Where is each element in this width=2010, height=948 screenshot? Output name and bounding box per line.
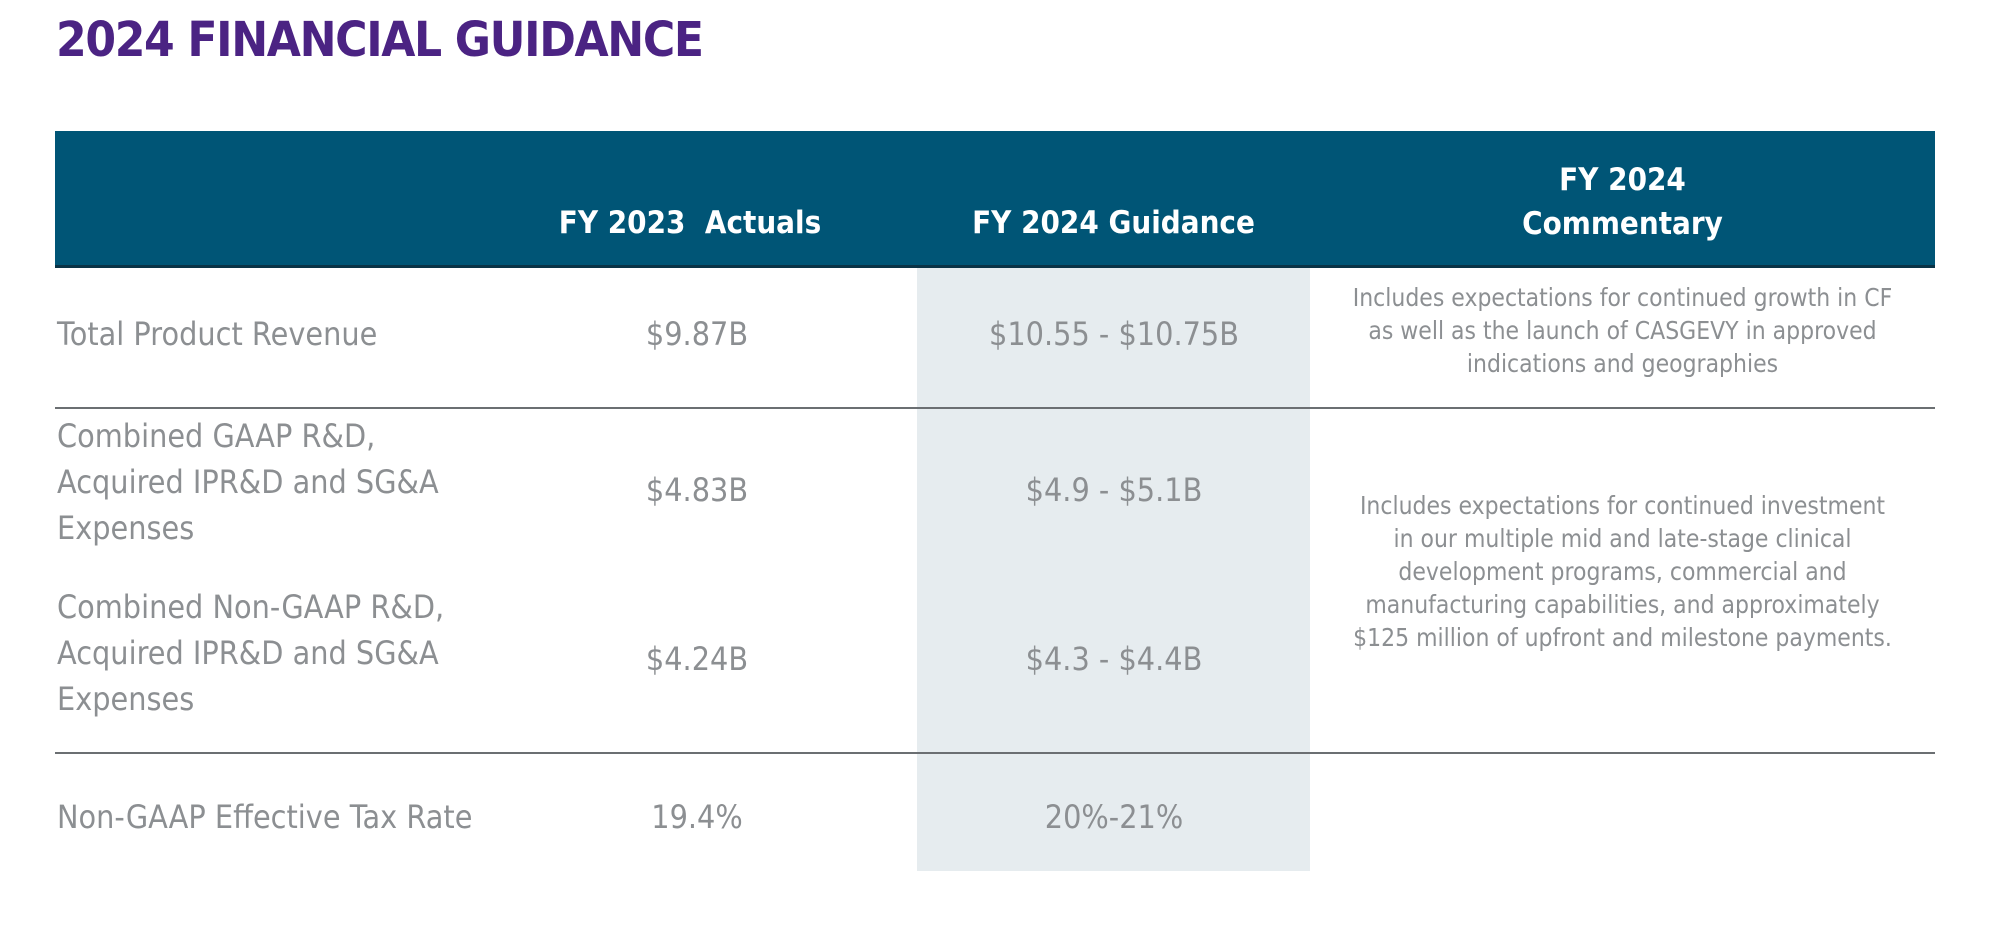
commentary-line: $125 million of upfront and milestone pa… [1353, 623, 1892, 652]
commentary-line: Includes expectations for continued grow… [1352, 283, 1893, 312]
row-guidance-gaap-expenses: $4.9 - $5.1B [1025, 471, 1203, 509]
row-guidance-tax-rate: 20%-21% [1044, 798, 1184, 836]
row-divider [55, 752, 1935, 754]
row-label-tax-rate: Non-GAAP Effective Tax Rate [57, 798, 473, 836]
commentary-line: as well as the launch of CASGEVY in appr… [1368, 316, 1877, 345]
header-fy2023-actuals: FY 2023 Actuals [558, 205, 822, 241]
label-line: Expenses [57, 680, 195, 718]
table-header: FY 2023 Actuals FY 2024 Guidance FY 2024… [55, 131, 1935, 268]
header-commentary-line2: Commentary [1522, 206, 1723, 242]
header-commentary-line1: FY 2024 [1559, 162, 1686, 198]
label-line: Combined GAAP R&D, [57, 417, 376, 455]
commentary-line: indications and geographies [1466, 349, 1779, 378]
row-actual-tax-rate: 19.4% [651, 798, 743, 836]
row-actual-total-product-revenue: $9.87B [645, 315, 749, 353]
row-label-non-gaap-expenses: Combined Non-GAAP R&D, Acquired IPR&D an… [57, 584, 444, 722]
row-actual-gaap-expenses: $4.83B [645, 471, 749, 509]
commentary-line: development programs, commercial and [1398, 557, 1847, 586]
label-line: Acquired IPR&D and SG&A [57, 634, 439, 672]
label-line: Acquired IPR&D and SG&A [57, 463, 439, 501]
guidance-table: FY 2023 Actuals FY 2024 Guidance FY 2024… [55, 131, 1935, 871]
page-title: 2024 FINANCIAL GUIDANCE [56, 12, 704, 68]
row-guidance-total-product-revenue: $10.55 - $10.75B [988, 315, 1240, 353]
row-guidance-non-gaap-expenses: $4.3 - $4.4B [1025, 640, 1203, 678]
row-actual-non-gaap-expenses: $4.24B [645, 640, 749, 678]
label-line: Combined Non-GAAP R&D, [57, 588, 445, 626]
commentary-line: Includes expectations for continued inve… [1359, 491, 1886, 520]
row-divider [55, 407, 1935, 409]
label-line: Expenses [57, 509, 195, 547]
header-fy2024-guidance: FY 2024 Guidance [972, 205, 1255, 241]
guidance-column-highlight [917, 268, 1310, 871]
row-label-gaap-expenses: Combined GAAP R&D, Acquired IPR&D and SG… [57, 413, 439, 551]
commentary-line: manufacturing capabilities, and approxim… [1365, 590, 1880, 619]
commentary-revenue: Includes expectations for continued grow… [1348, 281, 1898, 380]
header-fy2024-commentary: FY 2024 Commentary [1341, 158, 1904, 246]
commentary-expenses: Includes expectations for continued inve… [1348, 489, 1898, 654]
commentary-line: in our multiple mid and late-stage clini… [1393, 524, 1852, 553]
row-label-total-product-revenue: Total Product Revenue [57, 315, 378, 353]
